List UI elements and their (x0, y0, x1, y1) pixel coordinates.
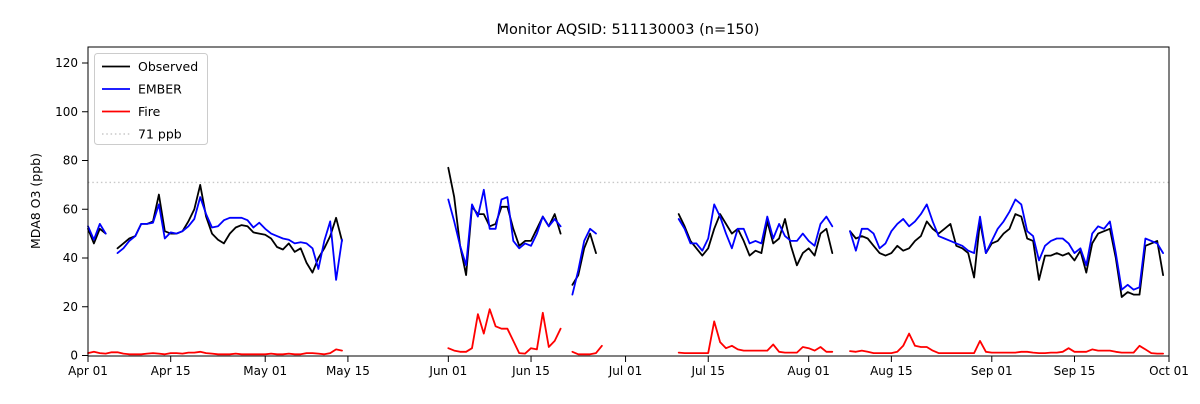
y-tick-label: 100 (55, 105, 78, 119)
y-tick-label: 20 (63, 300, 78, 314)
x-tick-label: Sep 01 (971, 364, 1013, 378)
x-tick-label: Aug 01 (787, 364, 830, 378)
x-tick-label: Sep 15 (1054, 364, 1096, 378)
x-tick-label: Jun 15 (511, 364, 550, 378)
y-tick-label: 0 (70, 349, 78, 363)
y-tick-label: 120 (55, 56, 78, 70)
chart-title: Monitor AQSID: 511130003 (n=150) (497, 22, 760, 38)
x-tick-label: Apr 01 (68, 364, 108, 378)
series-line-fire (87, 308, 1164, 356)
x-tick-label: Aug 15 (870, 364, 913, 378)
x-tick-label: May 15 (326, 364, 370, 378)
plot-frame (87, 46, 1170, 357)
legend-label-observed: Observed (138, 59, 198, 74)
x-tick-label: Jul 01 (608, 364, 643, 378)
legend-box (94, 53, 208, 145)
legend-label-threshold: 71 ppb (138, 127, 182, 142)
y-axis-label: MDA8 O3 (ppb) (28, 153, 43, 249)
x-tick-label: Oct 01 (1149, 364, 1189, 378)
y-tick-label: 60 (63, 202, 78, 216)
x-tick-label: May 01 (243, 364, 287, 378)
legend: Observed EMBER Fire 71 ppb (94, 53, 208, 145)
series-line-observed (87, 166, 1164, 298)
y-tick-label: 80 (63, 154, 78, 168)
legend-label-fire: Fire (138, 104, 161, 119)
x-tick-label: Jun 01 (428, 364, 467, 378)
x-tick-label: Jul 15 (690, 364, 725, 378)
plot-content: 0 20 40 60 80 100 120 Apr 01 Apr 15 May 01 May 15 J… (55, 56, 1189, 378)
legend-label-ember: EMBER (138, 82, 182, 97)
series-line-ember (87, 188, 1164, 296)
y-tick-label: 40 (63, 251, 78, 265)
x-tick-label: Apr 15 (151, 364, 191, 378)
